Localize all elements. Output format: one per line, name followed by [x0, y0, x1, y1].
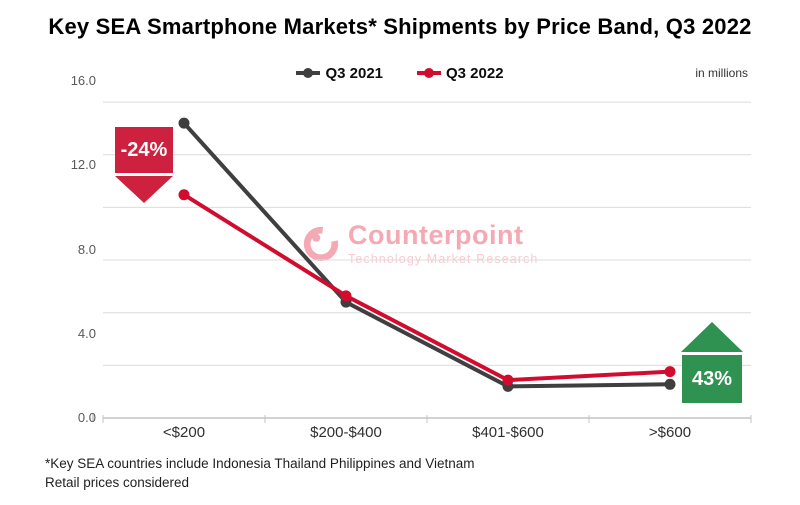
data-point — [664, 378, 676, 390]
growth-badge-label: 43% — [682, 355, 742, 403]
y-tick-label: 16.0 — [70, 73, 96, 88]
legend-item-q3-2022: Q3 2022 — [417, 65, 504, 82]
legend-label: Q3 2021 — [325, 64, 383, 82]
arrow-up-icon — [681, 322, 743, 352]
legend-marker-icon — [417, 68, 441, 79]
x-tick-label: $200-$400 — [310, 424, 382, 441]
x-tick-label: <$200 — [162, 424, 206, 441]
legend-label: Q3 2022 — [446, 64, 504, 82]
units-label: in millions — [695, 66, 748, 80]
footnote-line-1: *Key SEA countries include Indonesia Tha… — [45, 456, 475, 471]
legend-marker-dot — [424, 68, 434, 79]
footnotes: *Key SEA countries include Indonesia Tha… — [45, 454, 475, 492]
legend-item-q3-2021: Q3 2021 — [296, 65, 383, 82]
footnote-line-2: Retail prices considered — [45, 475, 190, 490]
arrow-down-icon — [115, 176, 173, 203]
y-tick-label: 8.0 — [77, 241, 96, 257]
y-tick-label: 4.0 — [77, 325, 96, 341]
decline-badge-label: -24% — [115, 127, 173, 173]
data-point — [178, 117, 190, 129]
x-tick-label: >$600 — [648, 424, 692, 441]
x-tick-label: $401-$600 — [472, 424, 544, 441]
counterpoint-logo-icon — [303, 226, 339, 262]
chart-title: Key SEA Smartphone Markets* Shipments by… — [48, 14, 752, 39]
watermark-brand: Counterpoint — [348, 220, 524, 250]
data-point — [178, 189, 190, 201]
legend: Q3 2021 Q3 2022 — [0, 63, 800, 83]
data-point — [664, 366, 676, 378]
watermark-tagline: Technology Market Research — [348, 252, 539, 266]
y-tick-label: 0.0 — [77, 410, 96, 425]
counterpoint-watermark: Counterpoint Technology Market Research — [302, 220, 538, 266]
series-line-q3-2021 — [182, 121, 672, 389]
data-point — [502, 374, 514, 386]
y-tick-label: 12.0 — [70, 157, 96, 173]
legend-marker-dot — [303, 68, 314, 79]
decline-badge: -24% — [115, 127, 173, 203]
data-point — [340, 290, 352, 302]
series-line-q3-2022 — [182, 192, 672, 383]
growth-badge: 43% — [681, 322, 743, 403]
legend-marker-icon — [296, 68, 321, 79]
